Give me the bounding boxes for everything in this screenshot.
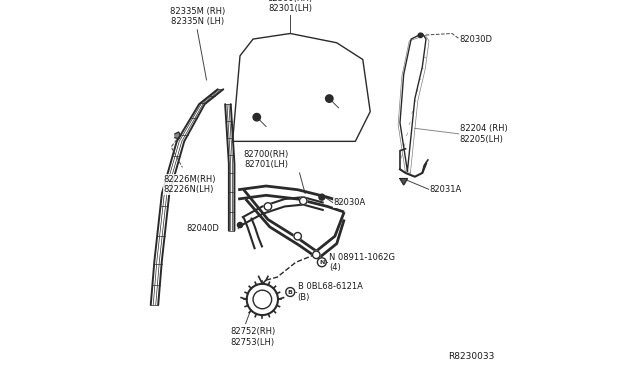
Text: 82030D: 82030D (460, 35, 493, 44)
Text: 82040D: 82040D (187, 224, 220, 233)
Circle shape (286, 288, 294, 296)
Circle shape (326, 95, 333, 102)
Polygon shape (175, 132, 180, 139)
Circle shape (319, 194, 325, 200)
Text: 82300(RH)
82301(LH): 82300(RH) 82301(LH) (268, 0, 313, 13)
Text: N: N (319, 260, 324, 265)
Circle shape (317, 258, 326, 267)
Circle shape (264, 203, 271, 210)
Polygon shape (400, 179, 408, 185)
Text: 82752(RH)
82753(LH): 82752(RH) 82753(LH) (231, 327, 276, 347)
Text: 82335M (RH)
82335N (LH): 82335M (RH) 82335N (LH) (170, 7, 225, 26)
Circle shape (246, 284, 278, 315)
Circle shape (294, 232, 301, 240)
Text: 82204 (RH)
82205(LH): 82204 (RH) 82205(LH) (460, 124, 508, 144)
Circle shape (300, 197, 307, 205)
Text: B: B (288, 289, 292, 295)
Text: 82031A: 82031A (429, 185, 462, 194)
Circle shape (418, 33, 422, 38)
Text: R8230033: R8230033 (449, 352, 495, 361)
Text: B 0BL68-6121A
(B): B 0BL68-6121A (B) (298, 282, 362, 302)
Circle shape (253, 113, 260, 121)
Text: 82030A: 82030A (333, 198, 365, 207)
Circle shape (253, 290, 271, 309)
Text: N 08911-1062G
(4): N 08911-1062G (4) (330, 253, 396, 272)
Circle shape (312, 251, 320, 259)
Text: 82226M(RH)
82226N(LH): 82226M(RH) 82226N(LH) (164, 175, 216, 194)
Circle shape (237, 222, 243, 228)
Text: 82700(RH)
82701(LH): 82700(RH) 82701(LH) (243, 150, 289, 169)
